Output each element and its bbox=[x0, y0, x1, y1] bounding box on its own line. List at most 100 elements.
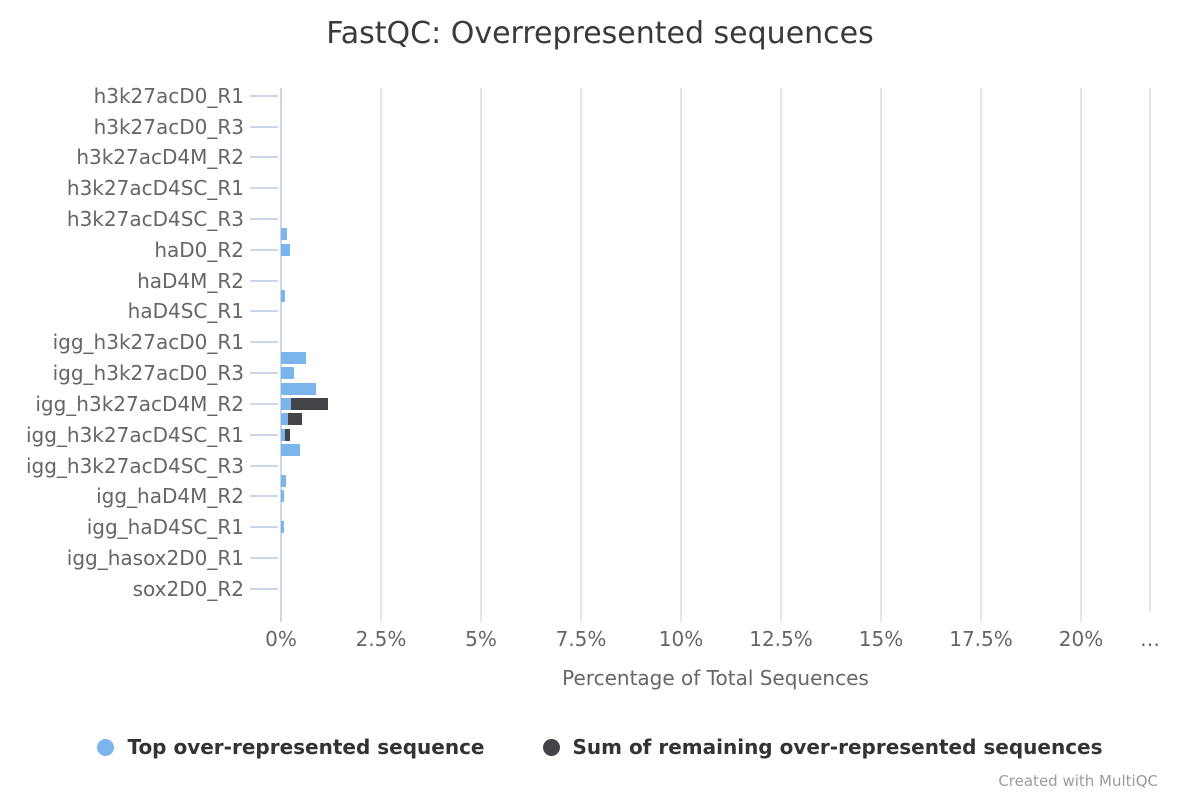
x-gridline bbox=[880, 88, 882, 612]
y-axis-label: igg_h3k27acD4M_R2 bbox=[35, 391, 244, 416]
bar-row bbox=[281, 351, 307, 364]
y-tick-mark bbox=[250, 526, 278, 529]
x-gridline bbox=[780, 88, 782, 612]
bar-row bbox=[281, 367, 294, 380]
bar-row bbox=[281, 382, 317, 395]
bar-segment-top-sequence bbox=[281, 382, 317, 395]
x-gridline bbox=[580, 88, 582, 612]
y-axis-label: igg_hasox2D0_R1 bbox=[66, 546, 244, 571]
y-axis-label: igg_h3k27acD4SC_R3 bbox=[25, 453, 244, 478]
x-tick-label: 17.5% bbox=[949, 627, 1013, 651]
y-axis-label: h3k27acD0_R1 bbox=[93, 83, 244, 108]
y-tick-mark bbox=[250, 341, 278, 344]
legend: Top over-represented sequence Sum of rem… bbox=[0, 730, 1200, 764]
y-axis-label: h3k27acD4M_R2 bbox=[76, 145, 244, 170]
bar-row bbox=[281, 413, 302, 426]
bar-row bbox=[281, 397, 329, 410]
x-tick-label: 5% bbox=[465, 627, 497, 651]
bar-segment-top-sequence bbox=[281, 490, 284, 503]
x-tick-mark bbox=[680, 612, 682, 622]
y-tick-mark bbox=[250, 187, 278, 190]
y-tick-mark bbox=[250, 218, 278, 220]
bar-segment-top-sequence bbox=[281, 444, 301, 457]
legend-item-remaining-sequences: Sum of remaining over-represented sequen… bbox=[542, 735, 1103, 759]
bar-row bbox=[281, 475, 287, 487]
x-gridline bbox=[1149, 88, 1151, 612]
x-gridline bbox=[480, 88, 482, 612]
bar-segment-top-sequence bbox=[281, 367, 294, 380]
bar-segment-top-sequence bbox=[281, 413, 288, 426]
y-tick-mark bbox=[250, 279, 278, 282]
x-tick-mark bbox=[280, 612, 282, 622]
legend-label: Top over-represented sequence bbox=[127, 735, 485, 759]
y-axis-label: haD4M_R2 bbox=[137, 268, 244, 293]
x-tick-label: 20% bbox=[1058, 627, 1104, 651]
bar-segment-top-sequence bbox=[281, 397, 291, 410]
bar-row bbox=[281, 228, 287, 241]
y-tick-mark bbox=[250, 495, 278, 498]
bar-segment-top-sequence bbox=[281, 351, 307, 364]
bar-segment-remaining-sequences bbox=[290, 397, 329, 410]
y-axis-label: igg_h3k27acD0_R3 bbox=[52, 361, 244, 386]
bar-segment-remaining-sequences bbox=[285, 428, 290, 441]
x-tick-mark bbox=[480, 612, 482, 622]
y-axis-line bbox=[280, 88, 282, 612]
x-tick-label: 7.5% bbox=[555, 627, 607, 651]
x-gridline bbox=[1080, 88, 1082, 612]
bar-row bbox=[281, 521, 285, 534]
y-axis-label: h3k27acD4SC_R1 bbox=[66, 176, 244, 201]
y-tick-mark bbox=[250, 94, 278, 97]
bar-segment-top-sequence bbox=[281, 228, 287, 241]
bar-row bbox=[281, 428, 290, 441]
x-tick-label: 10% bbox=[658, 627, 704, 651]
y-tick-mark bbox=[250, 587, 278, 590]
y-axis-label: igg_h3k27acD4SC_R1 bbox=[25, 422, 244, 447]
x-tick-label: 12.5% bbox=[749, 627, 813, 651]
x-tick-mark bbox=[1080, 612, 1082, 622]
x-tick-mark bbox=[380, 612, 382, 622]
y-tick-mark bbox=[250, 156, 278, 159]
x-tick-label: 2.5% bbox=[355, 627, 407, 651]
y-axis-label: igg_haD4M_R2 bbox=[96, 484, 244, 509]
x-axis-title: Percentage of Total Sequences bbox=[562, 666, 869, 690]
bar-row bbox=[281, 444, 301, 457]
y-tick-mark bbox=[250, 310, 278, 313]
x-tick-label: … bbox=[1140, 627, 1160, 651]
y-tick-mark bbox=[250, 557, 278, 560]
y-tick-mark bbox=[250, 402, 278, 405]
x-tick-label: 15% bbox=[858, 627, 904, 651]
x-gridline bbox=[380, 88, 382, 612]
bar-row bbox=[281, 490, 284, 503]
y-tick-mark bbox=[250, 248, 278, 251]
y-axis-label: haD0_R2 bbox=[154, 237, 244, 262]
x-tick-label: 0% bbox=[265, 627, 297, 651]
chart-title: FastQC: Overrepresented sequences bbox=[326, 16, 874, 51]
x-tick-mark bbox=[780, 612, 782, 622]
y-axis-label: igg_haD4SC_R1 bbox=[86, 515, 244, 540]
x-tick-mark bbox=[980, 612, 982, 622]
bar-segment-top-sequence bbox=[281, 290, 286, 303]
legend-item-top-sequence: Top over-represented sequence bbox=[97, 735, 485, 759]
legend-marker-blue-circle-icon bbox=[97, 738, 115, 756]
y-axis-label: sox2D0_R2 bbox=[132, 576, 244, 601]
x-gridline bbox=[680, 88, 682, 612]
y-tick-mark bbox=[250, 433, 278, 436]
y-tick-mark bbox=[250, 372, 278, 375]
y-axis-label: igg_h3k27acD0_R1 bbox=[52, 330, 244, 355]
bar-segment-remaining-sequences bbox=[287, 413, 302, 426]
bar-row bbox=[281, 243, 291, 256]
legend-marker-dark-circle-icon bbox=[542, 738, 560, 756]
bar-row bbox=[281, 290, 286, 303]
watermark: Created with MultiQC bbox=[998, 772, 1158, 790]
bar-segment-top-sequence bbox=[281, 521, 285, 534]
y-axis-label: h3k27acD0_R3 bbox=[93, 114, 244, 139]
x-tick-mark bbox=[880, 612, 882, 622]
bar-segment-top-sequence bbox=[281, 243, 291, 256]
x-gridline bbox=[980, 88, 982, 612]
legend-label: Sum of remaining over-represented sequen… bbox=[572, 735, 1103, 759]
y-axis-label: h3k27acD4SC_R3 bbox=[66, 207, 244, 231]
x-tick-mark bbox=[580, 612, 582, 622]
y-tick-mark bbox=[250, 464, 278, 467]
